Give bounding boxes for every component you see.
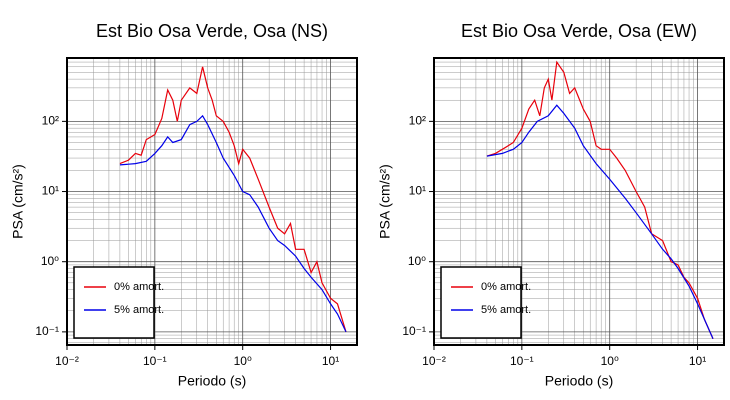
chart-title: Est Bio Osa Verde, Osa (NS)	[96, 21, 328, 41]
y-tick-label: 10⁻¹	[35, 324, 59, 338]
x-tick-label: 10⁻²	[422, 354, 446, 368]
x-tick-label: 10¹	[322, 354, 339, 368]
legend-label: 5% amort.	[481, 304, 531, 316]
data-line	[119, 114, 347, 333]
legend-label: 5% amort.	[114, 304, 164, 316]
data-line	[119, 66, 347, 333]
x-axis-label: Periodo (s)	[178, 373, 246, 389]
y-tick-label: 10²	[42, 114, 59, 128]
y-axis-label: PSA (cm/s²)	[10, 164, 26, 239]
x-tick-label: 10⁰	[601, 354, 619, 368]
x-tick-label: 10¹	[689, 354, 706, 368]
chart-panel: Est Bio Osa Verde, Osa (EW) Periodo (s) PS…	[377, 21, 725, 389]
y-tick-label: 10⁰	[41, 254, 59, 268]
y-tick-label: 10²	[409, 114, 426, 128]
chart-title: Est Bio Osa Verde, Osa (EW)	[461, 21, 697, 41]
x-tick-label: 10⁻¹	[510, 354, 534, 368]
x-tick-label: 10⁻²	[55, 354, 79, 368]
y-tick-label: 10⁻¹	[402, 324, 426, 338]
plot-frame	[66, 57, 358, 346]
y-tick-label: 10⁰	[408, 254, 426, 268]
legend-box	[440, 266, 522, 339]
x-tick-label: 10⁻¹	[143, 354, 167, 368]
x-axis-label: Periodo (s)	[545, 373, 613, 389]
data-line	[486, 104, 714, 339]
y-tick-label: 10¹	[409, 184, 426, 198]
legend-box	[73, 266, 155, 339]
legend-label: 0% amort.	[481, 281, 531, 293]
y-axis-label: PSA (cm/s²)	[377, 164, 393, 239]
plot-frame	[433, 57, 725, 346]
chart-panel: Est Bio Osa Verde, Osa (NS) Periodo (s) PS…	[10, 21, 358, 389]
y-tick-label: 10¹	[42, 184, 59, 198]
x-tick-label: 10⁰	[234, 354, 252, 368]
legend-label: 0% amort.	[114, 281, 164, 293]
